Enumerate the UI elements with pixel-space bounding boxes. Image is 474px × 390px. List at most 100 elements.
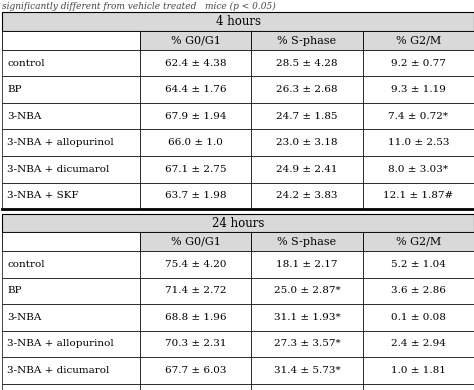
Bar [363, 357, 474, 384]
Bar [2, 278, 140, 304]
Text: 5.2 ± 1.04: 5.2 ± 1.04 [391, 260, 446, 269]
Text: 7.4 ± 0.72*: 7.4 ± 0.72* [388, 112, 448, 121]
Bar [251, 50, 363, 76]
Text: 26.3 ± 2.68: 26.3 ± 2.68 [276, 85, 337, 94]
Bar [363, 183, 474, 209]
Bar [2, 156, 140, 183]
Bar [140, 183, 251, 209]
Bar [2, 251, 140, 278]
Text: % G0/G1: % G0/G1 [171, 35, 220, 46]
Bar [251, 331, 363, 357]
Text: 67.1 ± 2.75: 67.1 ± 2.75 [165, 165, 226, 174]
Bar [2, 76, 140, 103]
Text: 3-NBA + dicumarol: 3-NBA + dicumarol [7, 366, 109, 375]
Bar [2, 129, 140, 156]
Bar [140, 384, 251, 390]
Text: 2.4 ± 2.94: 2.4 ± 2.94 [391, 339, 446, 349]
Text: 18.1 ± 2.17: 18.1 ± 2.17 [276, 260, 337, 269]
Text: 1.0 ± 1.81: 1.0 ± 1.81 [391, 366, 446, 375]
Text: 25.0 ± 2.87*: 25.0 ± 2.87* [273, 286, 340, 296]
Text: 24 hours: 24 hours [212, 216, 264, 230]
Bar [251, 304, 363, 331]
Text: 63.7 ± 1.98: 63.7 ± 1.98 [165, 191, 226, 200]
Bar [2, 12, 474, 31]
Bar [251, 278, 363, 304]
Text: 23.0 ± 3.18: 23.0 ± 3.18 [276, 138, 337, 147]
Bar [2, 357, 140, 384]
Bar [251, 183, 363, 209]
Bar [2, 50, 140, 76]
Bar [251, 129, 363, 156]
Bar [363, 156, 474, 183]
Bar [363, 76, 474, 103]
Text: 64.4 ± 1.76: 64.4 ± 1.76 [165, 85, 226, 94]
Text: 24.2 ± 3.83: 24.2 ± 3.83 [276, 191, 337, 200]
Text: 71.4 ± 2.72: 71.4 ± 2.72 [165, 286, 226, 296]
Text: 62.4 ± 4.38: 62.4 ± 4.38 [165, 58, 226, 68]
Text: % G2/M: % G2/M [396, 35, 441, 46]
Text: BP: BP [7, 286, 22, 296]
Bar [363, 50, 474, 76]
Text: 24.7 ± 1.85: 24.7 ± 1.85 [276, 112, 337, 121]
Text: significantly different from vehicle treated   mice (p < 0.05): significantly different from vehicle tre… [2, 2, 276, 11]
Bar [251, 357, 363, 384]
Bar [363, 103, 474, 129]
Bar [140, 331, 251, 357]
Bar [363, 232, 474, 251]
Text: control: control [7, 58, 45, 68]
Text: 3-NBA + allopurinol: 3-NBA + allopurinol [7, 138, 114, 147]
Bar [2, 331, 140, 357]
Text: 3-NBA: 3-NBA [7, 313, 42, 322]
Text: 68.8 ± 1.96: 68.8 ± 1.96 [165, 313, 226, 322]
Bar [251, 384, 363, 390]
Text: 3-NBA + SKF: 3-NBA + SKF [7, 191, 79, 200]
Bar [363, 278, 474, 304]
Text: 27.3 ± 3.57*: 27.3 ± 3.57* [273, 339, 340, 349]
Bar [251, 251, 363, 278]
Bar [140, 50, 251, 76]
Bar [2, 103, 140, 129]
Bar [140, 304, 251, 331]
Bar [2, 183, 140, 209]
Bar [140, 31, 251, 50]
Bar [140, 103, 251, 129]
Bar [363, 304, 474, 331]
Text: 11.0 ± 2.53: 11.0 ± 2.53 [388, 138, 449, 147]
Text: 3-NBA + allopurinol: 3-NBA + allopurinol [7, 339, 114, 349]
Bar [363, 129, 474, 156]
Text: 12.1 ± 1.87#: 12.1 ± 1.87# [383, 191, 454, 200]
Bar [251, 76, 363, 103]
Text: % S-phase: % S-phase [277, 35, 337, 46]
Bar [363, 251, 474, 278]
Bar [2, 214, 474, 232]
Text: % G0/G1: % G0/G1 [171, 237, 220, 247]
Bar [363, 31, 474, 50]
Text: control: control [7, 260, 45, 269]
Text: 3-NBA: 3-NBA [7, 112, 42, 121]
Text: % S-phase: % S-phase [277, 237, 337, 247]
Bar [251, 103, 363, 129]
Text: 28.5 ± 4.28: 28.5 ± 4.28 [276, 58, 337, 68]
Text: 3.6 ± 2.86: 3.6 ± 2.86 [391, 286, 446, 296]
Bar [140, 251, 251, 278]
Bar [2, 232, 140, 251]
Bar [251, 156, 363, 183]
Text: 66.0 ± 1.0: 66.0 ± 1.0 [168, 138, 223, 147]
Text: 3-NBA + dicumarol: 3-NBA + dicumarol [7, 165, 109, 174]
Bar [2, 384, 140, 390]
Text: 70.3 ± 2.31: 70.3 ± 2.31 [165, 339, 226, 349]
Text: 31.1 ± 1.93*: 31.1 ± 1.93* [273, 313, 340, 322]
Bar [140, 156, 251, 183]
Bar [140, 278, 251, 304]
Text: 67.9 ± 1.94: 67.9 ± 1.94 [165, 112, 226, 121]
Bar [251, 232, 363, 251]
Bar [363, 331, 474, 357]
Text: 4 hours: 4 hours [216, 15, 261, 28]
Bar [251, 31, 363, 50]
Text: BP: BP [7, 85, 22, 94]
Text: 9.2 ± 0.77: 9.2 ± 0.77 [391, 58, 446, 68]
Text: 0.1 ± 0.08: 0.1 ± 0.08 [391, 313, 446, 322]
Bar [2, 31, 140, 50]
Text: % G2/M: % G2/M [396, 237, 441, 247]
Text: 8.0 ± 3.03*: 8.0 ± 3.03* [388, 165, 448, 174]
